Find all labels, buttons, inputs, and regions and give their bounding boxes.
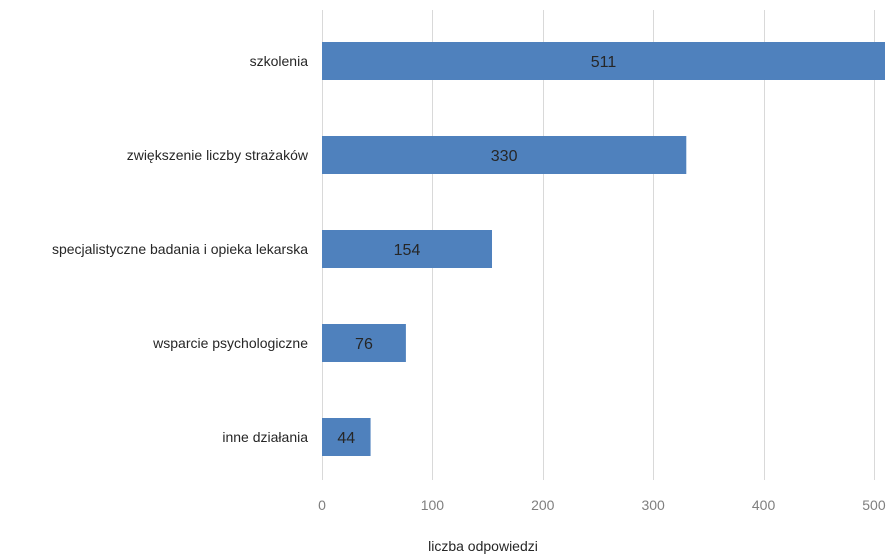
category-label: szkolenia bbox=[250, 53, 309, 69]
data-label: 44 bbox=[337, 430, 355, 447]
x-tick-label: 500 bbox=[862, 497, 886, 513]
data-label: 76 bbox=[355, 336, 373, 353]
data-label: 330 bbox=[491, 148, 518, 165]
x-tick-label: 300 bbox=[641, 497, 665, 513]
x-tick-label: 0 bbox=[318, 497, 326, 513]
bars bbox=[322, 42, 885, 456]
category-label: specjalistyczne badania i opieka lekarsk… bbox=[52, 241, 308, 257]
bar bbox=[322, 418, 371, 456]
gridlines bbox=[322, 10, 875, 480]
data-label: 154 bbox=[394, 242, 421, 259]
x-tick-label: 400 bbox=[752, 497, 776, 513]
bar bbox=[322, 230, 493, 268]
data-labels: 511 330 154 76 44 bbox=[337, 54, 616, 447]
bar bbox=[322, 324, 406, 362]
x-tick-label: 100 bbox=[421, 497, 445, 513]
bar bbox=[322, 136, 687, 174]
category-labels: szkolenia zwiększenie liczby strażaków spe… bbox=[52, 53, 309, 445]
category-label: inne działania bbox=[222, 429, 308, 445]
category-label: wsparcie psychologiczne bbox=[152, 335, 308, 351]
category-label: zwiększenie liczby strażaków bbox=[127, 147, 309, 163]
x-tick-label: 200 bbox=[531, 497, 555, 513]
x-tick-labels: 0 100 200 300 400 500 bbox=[318, 497, 886, 513]
bar bbox=[322, 42, 885, 80]
data-label: 511 bbox=[591, 54, 617, 71]
x-axis-title: liczba odpowiedzi bbox=[428, 538, 538, 554]
